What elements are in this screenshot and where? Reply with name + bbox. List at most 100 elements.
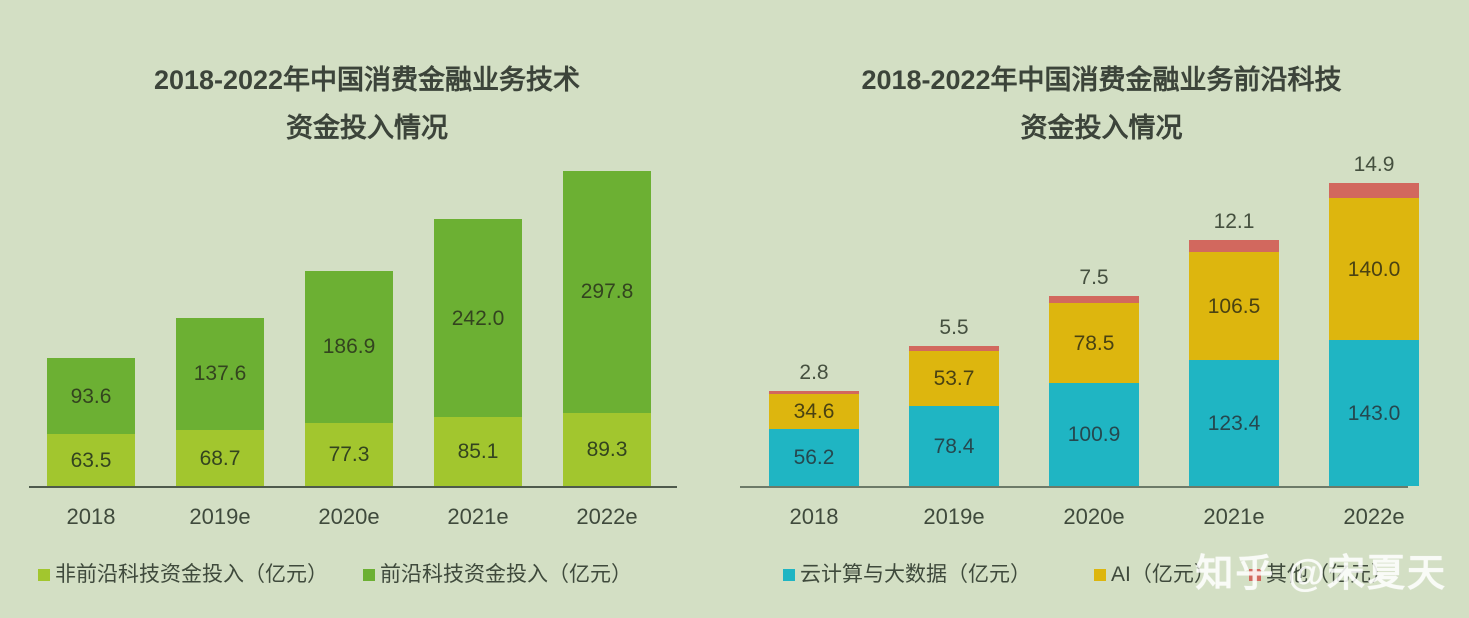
bar-segment: 63.5 <box>47 434 135 486</box>
legend-swatch-icon <box>363 569 375 581</box>
bar-group: 63.5 93.6 <box>47 357 135 486</box>
legend-label: 云计算与大数据（亿元） <box>800 563 1031 586</box>
x-axis-tick-label: 2021e <box>1203 504 1265 529</box>
bar-value-label: 14.9 <box>1353 152 1395 176</box>
bar-value-label: 12.1 <box>1213 209 1255 233</box>
x-axis-tick-label: 2021e <box>447 504 509 529</box>
bar-value-label: 7.5 <box>1079 265 1109 289</box>
legend-label: 其他（亿元） <box>1266 563 1392 586</box>
bar-segment: 14.9 <box>1329 154 1419 198</box>
legend-item[interactable]: 前沿科技资金投入（亿元） <box>363 558 632 592</box>
x-axis-tick-label: 2022e <box>576 504 638 529</box>
right-bar-series: 56.2 34.6 2.8 78.4 53.7 5.5 100.9 78.5 7.5 123.4 1… <box>734 154 1469 486</box>
legend-label: AI（亿元） <box>1111 563 1215 586</box>
legend-swatch-icon <box>1094 569 1106 581</box>
bar-segment: 143.0 <box>1329 340 1419 486</box>
legend-swatch-icon <box>1249 569 1261 581</box>
bar-group: 68.7 137.6 <box>176 317 264 486</box>
bar-value-label: 100.9 <box>1067 423 1121 447</box>
bar-segment: 93.6 <box>47 357 135 435</box>
bar-group: 89.3 297.8 <box>563 170 651 486</box>
bar-value-label: 137.6 <box>193 362 247 386</box>
bar-group: 123.4 106.5 12.1 <box>1189 211 1279 486</box>
bar-segment: 297.8 <box>563 170 651 414</box>
x-axis-tick-label: 2019e <box>189 504 251 529</box>
bar-segment: 85.1 <box>434 416 522 486</box>
legend-swatch-icon <box>783 569 795 581</box>
bar-value-label: 242.0 <box>451 306 505 330</box>
bar-segment: 186.9 <box>305 270 393 424</box>
x-axis-tick-label: 2019e <box>923 504 985 529</box>
bar-segment: 137.6 <box>176 317 264 431</box>
bar-segment: 7.5 <box>1049 267 1139 304</box>
legend-swatch-icon <box>38 569 50 581</box>
right-x-axis-line <box>740 486 1408 488</box>
bar-segment: 106.5 <box>1189 251 1279 361</box>
legend-label: 前沿科技资金投入（亿元） <box>380 563 632 586</box>
left-chart-panel: 2018-2022年中国消费金融业务技术 资金投入情况 63.5 93.6 68.7… <box>0 0 734 618</box>
bar-segment: 78.5 <box>1049 303 1139 384</box>
left-x-axis-labels: 2018 2019e 2020e 2021e 2022e <box>0 500 734 534</box>
bar-segment: 2.8 <box>769 362 859 394</box>
right-chart-title: 2018-2022年中国消费金融业务前沿科技 资金投入情况 <box>861 65 1342 143</box>
bar-segment: 123.4 <box>1189 360 1279 486</box>
bar-value-label: 85.1 <box>457 439 499 463</box>
bar-segment: 78.4 <box>909 406 999 486</box>
bar-segment: 77.3 <box>305 423 393 486</box>
x-axis-tick-label: 2022e <box>1343 504 1405 529</box>
bar-value-label: 297.8 <box>580 280 634 304</box>
x-axis-tick-label: 2020e <box>1063 504 1125 529</box>
bar-value-label: 53.7 <box>933 367 975 391</box>
bar-value-label: 78.5 <box>1073 331 1115 355</box>
bar-value-label: 123.4 <box>1207 411 1261 435</box>
legend-item[interactable]: 云计算与大数据（亿元） <box>783 558 1031 592</box>
bar-group: 78.4 53.7 5.5 <box>909 317 999 486</box>
bar-value-label: 5.5 <box>939 315 969 339</box>
bar-segment: 89.3 <box>563 413 651 486</box>
bar-segment: 140.0 <box>1329 197 1419 341</box>
bar-segment: 5.5 <box>909 317 999 352</box>
bar-value-label: 106.5 <box>1207 294 1261 318</box>
bar-value-label: 186.9 <box>322 335 376 359</box>
bar-segment: 53.7 <box>909 351 999 407</box>
bar-segment: 56.2 <box>769 428 859 486</box>
left-bar-series: 63.5 93.6 68.7 137.6 77.3 186.9 85.1 242.0 89.3 2… <box>0 160 734 486</box>
legend-item[interactable]: 其他（亿元） <box>1249 558 1392 592</box>
legend-item[interactable]: AI（亿元） <box>1094 558 1215 592</box>
x-axis-tick-label: 2020e <box>318 504 380 529</box>
bar-group: 100.9 78.5 7.5 <box>1049 267 1139 486</box>
bar-value-label: 68.7 <box>199 446 241 470</box>
bar-segment: 242.0 <box>434 219 522 417</box>
right-legend: 云计算与大数据（亿元） AI（亿元） 其他（亿元） <box>734 558 1469 592</box>
x-axis-tick-label: 2018 <box>789 504 839 529</box>
legend-item[interactable]: 非前沿科技资金投入（亿元） <box>38 558 328 592</box>
bar-group: 77.3 186.9 <box>305 270 393 486</box>
right-chart-panel: 2018-2022年中国消费金融业务前沿科技 资金投入情况 56.2 34.6 2.… <box>734 0 1469 618</box>
bar-group: 143.0 140.0 14.9 <box>1329 154 1419 486</box>
left-x-axis-line <box>29 486 677 488</box>
x-axis-tick-label: 2018 <box>66 504 116 529</box>
bar-group: 56.2 34.6 2.8 <box>769 362 859 486</box>
bar-value-label: 89.3 <box>586 438 628 462</box>
bar-value-label: 78.4 <box>933 434 975 458</box>
bar-value-label: 93.6 <box>70 384 112 408</box>
legend-label: 非前沿科技资金投入（亿元） <box>55 563 328 586</box>
bar-value-label: 56.2 <box>793 445 835 469</box>
bar-value-label: 143.0 <box>1347 401 1401 425</box>
bar-value-label: 2.8 <box>799 360 829 384</box>
right-x-axis-labels: 2018 2019e 2020e 2021e 2022e <box>734 500 1469 534</box>
right-plot-area: 56.2 34.6 2.8 78.4 53.7 5.5 100.9 78.5 7.5 123.4 1… <box>734 154 1469 488</box>
bar-segment: 12.1 <box>1189 211 1279 252</box>
bar-value-label: 140.0 <box>1347 257 1401 281</box>
left-plot-area: 63.5 93.6 68.7 137.6 77.3 186.9 85.1 242.0 89.3 2… <box>0 160 734 488</box>
bar-segment: 34.6 <box>769 393 859 429</box>
left-chart-title: 2018-2022年中国消费金融业务技术 资金投入情况 <box>153 65 581 143</box>
bar-value-label: 63.5 <box>70 448 112 472</box>
bar-group: 85.1 242.0 <box>434 219 522 486</box>
bar-segment: 100.9 <box>1049 383 1139 486</box>
bar-value-label: 77.3 <box>328 443 370 466</box>
left-legend: 非前沿科技资金投入（亿元） 前沿科技资金投入（亿元） <box>0 558 734 592</box>
bar-segment: 68.7 <box>176 430 264 486</box>
bar-value-label: 34.6 <box>793 399 835 423</box>
